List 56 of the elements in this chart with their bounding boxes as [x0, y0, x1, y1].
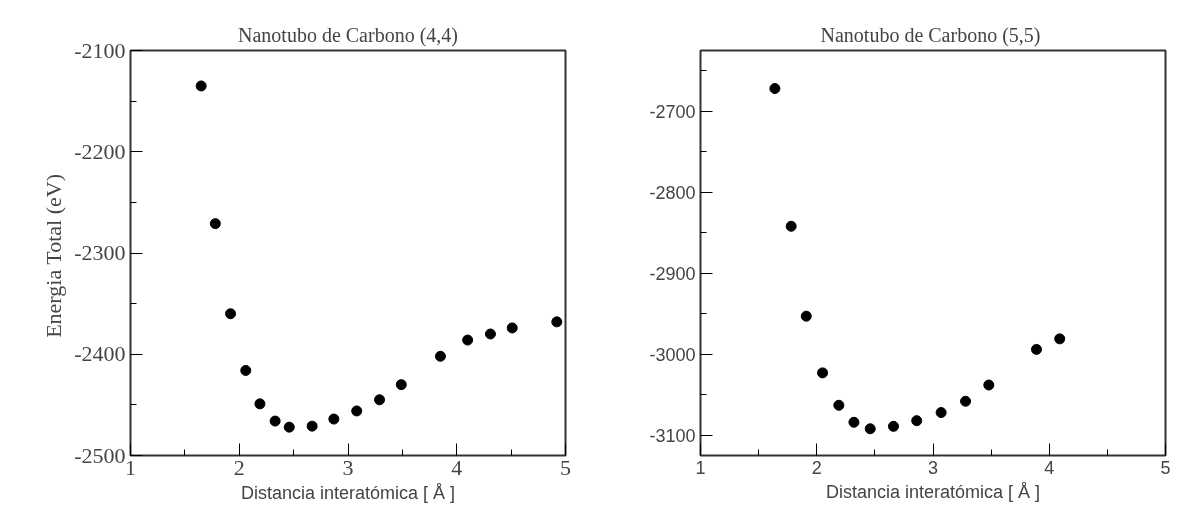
point [551, 316, 563, 328]
point [395, 379, 407, 391]
point [1054, 333, 1066, 345]
x-tick-label: 3 [342, 454, 354, 480]
x-tick-label: 3 [927, 457, 939, 478]
point [328, 413, 340, 425]
x-tick-label: 1 [125, 454, 136, 480]
y-tick-label: -2100 [74, 37, 126, 63]
y-tick-label: -2700 [649, 101, 696, 122]
point [887, 420, 899, 432]
y-tick-label: -2200 [74, 138, 126, 164]
x-axis-title: Distancia interatómica [ Å ] [825, 481, 1041, 502]
x-tick-label: 5 [560, 454, 571, 480]
point [960, 395, 972, 407]
point [225, 308, 237, 320]
y-tick-label: -2900 [649, 263, 696, 284]
point [254, 398, 266, 410]
point [434, 350, 446, 362]
point [209, 218, 221, 230]
point [462, 334, 474, 346]
y-tick-label: -3000 [649, 344, 696, 365]
point [484, 328, 496, 340]
y-tick-label: -2300 [74, 240, 126, 265]
point [817, 367, 829, 379]
y-tick-label: -2500 [74, 442, 126, 468]
x-tick-label: 2 [811, 457, 822, 478]
x-tick-label: 5 [1160, 457, 1171, 478]
point [506, 322, 518, 334]
point [785, 220, 797, 232]
point [1030, 343, 1042, 355]
point [306, 420, 318, 432]
point [269, 415, 281, 427]
y-tick-label: -2800 [649, 182, 696, 203]
point [769, 83, 781, 95]
y-tick-label: -3100 [649, 425, 696, 446]
x-tick-label: 4 [451, 454, 463, 480]
point [864, 423, 876, 435]
point [240, 364, 252, 376]
point [848, 416, 860, 428]
point [983, 379, 995, 391]
y-tick-label: -2400 [74, 341, 126, 367]
point [911, 415, 923, 427]
point [351, 405, 363, 417]
y-axis-title: Energia Total (eV) [41, 174, 67, 338]
chart-title: Nanotubo de Carbono (4,4) [238, 23, 458, 47]
point [283, 421, 295, 433]
chart-title: Nanotubo de Carbono (5,5) [820, 23, 1041, 47]
point [935, 407, 947, 419]
point [800, 310, 812, 322]
point [195, 80, 207, 92]
x-tick-label: 4 [1044, 457, 1055, 478]
point [374, 394, 386, 406]
x-axis-title: Distancia interatómica [ Å ] [240, 482, 456, 503]
x-tick-label: 1 [695, 457, 706, 478]
point [833, 399, 845, 411]
x-tick-label: 2 [233, 454, 245, 480]
